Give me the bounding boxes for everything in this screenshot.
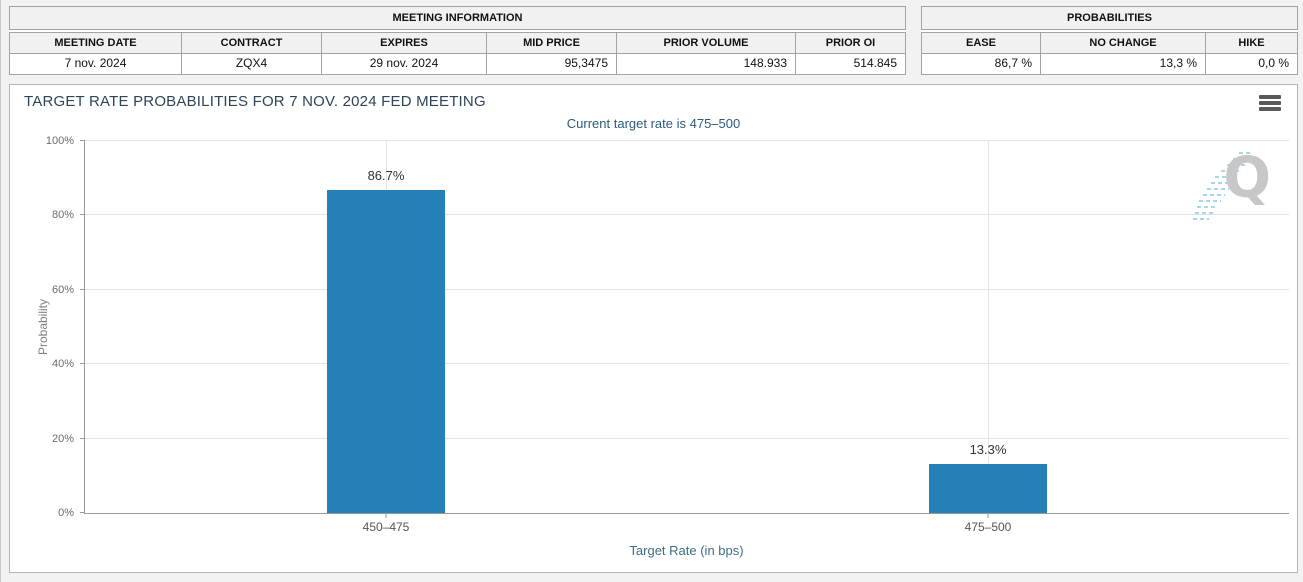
bar-value-label: 13.3%: [969, 441, 1007, 457]
column-header-meeting-date: MEETING DATE: [9, 32, 182, 54]
gridline-horizontal: [85, 214, 1289, 216]
probabilities-header-row: EASE NO CHANGE HIKE: [921, 32, 1298, 54]
meeting-information-value-row: 7 nov. 2024 ZQX4 29 nov. 2024 95,3475 14…: [9, 54, 906, 75]
y-tick-mark: [80, 512, 85, 513]
bar-value-label: 86.7%: [367, 168, 405, 184]
mid-price-value: 95,3475: [487, 54, 617, 75]
hike-value: 0,0 %: [1206, 54, 1298, 75]
x-tick-mark: [385, 513, 387, 518]
x-tick-label: 450–475: [362, 520, 410, 534]
y-tick-mark: [80, 437, 85, 439]
probabilities-title: PROBABILITIES: [921, 6, 1298, 30]
chart-subtitle: Current target rate is 475–500: [566, 116, 741, 131]
gridline-horizontal: [85, 363, 1289, 365]
y-tick-label: 80%: [51, 209, 74, 222]
prior-volume-value: 148.933: [617, 54, 796, 75]
watermark-streaks-icon: [1193, 152, 1253, 220]
q-logo: Q: [1223, 146, 1271, 211]
column-header-prior-oi: PRIOR OI: [796, 32, 906, 54]
column-header-no-change: NO CHANGE: [1041, 32, 1206, 54]
hamburger-icon: [1259, 107, 1281, 111]
meeting-information-header-row: MEETING DATE CONTRACT EXPIRES MID PRICE …: [9, 32, 906, 54]
y-tick-mark: [80, 288, 85, 290]
column-header-contract: CONTRACT: [182, 32, 322, 54]
y-tick-label: 40%: [51, 358, 74, 371]
y-tick-label: 60%: [51, 283, 74, 296]
y-tick-label: 20%: [51, 432, 74, 445]
hamburger-icon: [1259, 95, 1281, 99]
probabilities-table: PROBABILITIES EASE NO CHANGE HIKE 86,7 %…: [921, 6, 1298, 75]
plot-area: Probability Q: [36, 135, 1289, 534]
x-axis-title: Target Rate (in bps): [629, 543, 744, 558]
meeting-date-value: 7 nov. 2024: [9, 54, 182, 75]
expires-value: 29 nov. 2024: [322, 54, 487, 75]
column-header-ease: EASE: [921, 32, 1041, 54]
x-tick-mark: [987, 513, 989, 518]
top-tables: MEETING INFORMATION MEETING DATE CONTRAC…: [9, 6, 1298, 75]
quikstrike-watermark: Q: [1191, 145, 1277, 229]
y-axis-title: Probability: [36, 298, 50, 356]
prior-oi-value: 514.845: [796, 54, 906, 75]
probabilities-value-row: 86,7 % 13,3 % 0,0 %: [921, 54, 1298, 75]
chart-title: TARGET RATE PROBABILITIES FOR 7 NOV. 202…: [24, 93, 486, 110]
column-header-expires: EXPIRES: [322, 32, 487, 54]
chart-menu-button[interactable]: [1259, 94, 1281, 112]
gridline-horizontal: [85, 140, 1289, 141]
y-tick-mark: [80, 363, 85, 365]
probability-bar: [327, 190, 445, 513]
column-header-prior-volume: PRIOR VOLUME: [617, 32, 796, 54]
ease-value: 86,7 %: [921, 54, 1041, 75]
gridline-horizontal: [85, 437, 1289, 439]
hamburger-icon: [1259, 101, 1281, 105]
y-tick-mark: [80, 214, 85, 216]
meeting-information-title: MEETING INFORMATION: [9, 6, 906, 30]
x-tick-label: 475–500: [964, 520, 1012, 534]
y-tick-label: 0%: [58, 507, 74, 519]
target-rate-chart-panel: TARGET RATE PROBABILITIES FOR 7 NOV. 202…: [9, 84, 1298, 573]
column-header-hike: HIKE: [1206, 32, 1298, 54]
meeting-information-table: MEETING INFORMATION MEETING DATE CONTRAC…: [9, 6, 906, 75]
y-tick-mark: [80, 140, 85, 141]
probability-bar: [929, 463, 1047, 513]
no-change-value: 13,3 %: [1041, 54, 1206, 75]
contract-value: ZQX4: [182, 54, 322, 75]
column-header-mid-price: MID PRICE: [487, 32, 617, 54]
y-tick-label: 100%: [45, 135, 74, 147]
gridline-horizontal: [85, 288, 1289, 290]
gridline-vertical: [988, 141, 989, 513]
